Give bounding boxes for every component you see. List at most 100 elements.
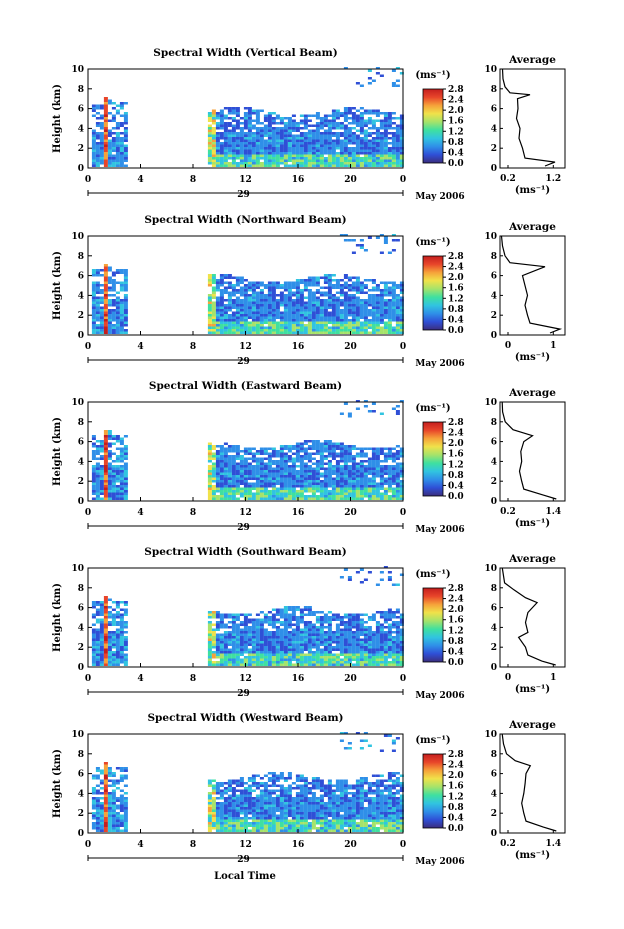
colorbar-tick-label: 0.0 (448, 492, 464, 502)
avg-y-tick-label: 4 (491, 623, 497, 633)
avg-x-tick-label: 1.4 (545, 839, 561, 849)
month-label: May 2006 (415, 525, 464, 535)
panel-title: Spectral Width (Eastward Beam) (149, 380, 342, 392)
colorbar-tick-label: 0.4 (448, 813, 464, 823)
avg-y-tick-label: 10 (484, 65, 497, 75)
x-tick-label: 0 (400, 342, 406, 352)
avg-y-tick-label: 8 (491, 750, 497, 760)
colorbar-tick-label: 1.6 (448, 284, 464, 294)
heatmap-cells (91, 400, 404, 500)
x-tick-label: 16 (292, 175, 305, 185)
avg-y-tick-label: 10 (484, 564, 497, 574)
avg-title: Average (508, 387, 556, 399)
x-tick-label: 0 (400, 508, 406, 518)
x-tick-label: 4 (137, 175, 143, 185)
y-tick-label: 4 (78, 457, 84, 467)
x-tick-label: 20 (344, 508, 357, 518)
y-tick-label: 4 (78, 623, 84, 633)
x-tick-label: 0 (400, 175, 406, 185)
x-tick-label: 0 (85, 840, 91, 850)
y-tick-label: 10 (71, 398, 84, 408)
colorbar-tick-label: 2.0 (448, 605, 464, 615)
panel-title: Spectral Width (Northward Beam) (144, 214, 346, 226)
avg-frame (499, 68, 566, 169)
avg-y-tick-label: 4 (491, 457, 497, 467)
x-tick-label: 12 (239, 342, 252, 352)
avg-y-tick-label: 8 (491, 85, 497, 95)
colorbar-tick-label: 2.0 (448, 439, 464, 449)
x-tick-label: 16 (292, 508, 305, 518)
colorbar-tick-label: 2.0 (448, 106, 464, 116)
colorbar-tick-label: 2.8 (448, 418, 464, 428)
colorbar-tick-label: 2.0 (448, 273, 464, 283)
avg-y-tick-label: 0 (491, 164, 497, 174)
x-axis-label: Local Time (214, 871, 276, 882)
colorbar-tick-label: 0.0 (448, 824, 464, 834)
y-tick-label: 6 (78, 272, 84, 282)
x-tick-label: 4 (137, 508, 143, 518)
avg-title: Average (508, 221, 556, 233)
colorbar-tick-label: 2.8 (448, 584, 464, 594)
colorbar-tick-label: 2.4 (448, 595, 464, 605)
colorbar-tick-label: 2.4 (448, 96, 464, 106)
heatmap-cells (91, 732, 404, 832)
colorbar-tick-label: 1.2 (448, 460, 464, 470)
avg-y-tick-label: 0 (491, 331, 497, 341)
heatmap-cells (91, 566, 404, 666)
x-tick-label: 12 (239, 175, 252, 185)
y-tick-label: 0 (78, 497, 84, 507)
colorbar-tick-label: 1.2 (448, 294, 464, 304)
colorbar-unit: (ms⁻¹) (415, 569, 450, 580)
avg-y-tick-label: 10 (484, 730, 497, 740)
x-tick-label: 0 (85, 342, 91, 352)
colorbar-tick-label: 1.6 (448, 117, 464, 127)
colorbar (422, 753, 444, 829)
y-tick-label: 10 (71, 232, 84, 242)
y-tick-label: 4 (78, 124, 84, 134)
x-tick-label: 0 (400, 840, 406, 850)
colorbar-tick-label: 0.8 (448, 471, 464, 481)
colorbar-tick-label: 1.2 (448, 626, 464, 636)
y-tick-label: 8 (78, 750, 84, 760)
x-tick-label: 8 (190, 342, 196, 352)
y-tick-label: 8 (78, 418, 84, 428)
y-tick-label: 6 (78, 770, 84, 780)
avg-profile-line (501, 68, 556, 167)
avg-y-tick-label: 10 (484, 232, 497, 242)
avg-y-tick-label: 8 (491, 584, 497, 594)
avg-x-tick-label: 1 (550, 341, 556, 351)
colorbar-unit: (ms⁻¹) (415, 237, 450, 248)
y-tick-label: 2 (78, 643, 84, 653)
y-axis-label: Height (km) (52, 583, 63, 652)
x-tick-label: 16 (292, 674, 305, 684)
x-tick-label: 4 (137, 342, 143, 352)
avg-y-tick-label: 2 (491, 144, 497, 154)
colorbar-tick-label: 1.2 (448, 127, 464, 137)
day-label: 29 (237, 357, 250, 367)
y-tick-label: 2 (78, 144, 84, 154)
x-tick-label: 20 (344, 840, 357, 850)
x-tick-label: 12 (239, 674, 252, 684)
panel-title: Spectral Width (Vertical Beam) (153, 47, 337, 59)
y-tick-label: 6 (78, 105, 84, 115)
avg-y-tick-label: 4 (491, 291, 497, 301)
avg-profile-line (501, 401, 557, 500)
colorbar-tick-label: 0.8 (448, 305, 464, 315)
colorbar-tick-label: 0.8 (448, 637, 464, 647)
month-label: May 2006 (415, 691, 464, 701)
avg-x-tick-label: 0.2 (500, 174, 516, 184)
colorbar-tick-label: 1.6 (448, 782, 464, 792)
y-tick-label: 4 (78, 789, 84, 799)
colorbar-tick-label: 0.0 (448, 326, 464, 336)
y-tick-label: 0 (78, 164, 84, 174)
colorbar-tick-label: 0.4 (448, 647, 464, 657)
colorbar-tick-label: 0.8 (448, 803, 464, 813)
avg-frame (499, 235, 566, 336)
x-tick-label: 0 (85, 508, 91, 518)
panel-title: Spectral Width (Westward Beam) (147, 712, 343, 724)
x-tick-label: 4 (137, 674, 143, 684)
x-tick-label: 0 (85, 674, 91, 684)
colorbar-tick-label: 2.8 (448, 750, 464, 760)
x-tick-label: 8 (190, 840, 196, 850)
